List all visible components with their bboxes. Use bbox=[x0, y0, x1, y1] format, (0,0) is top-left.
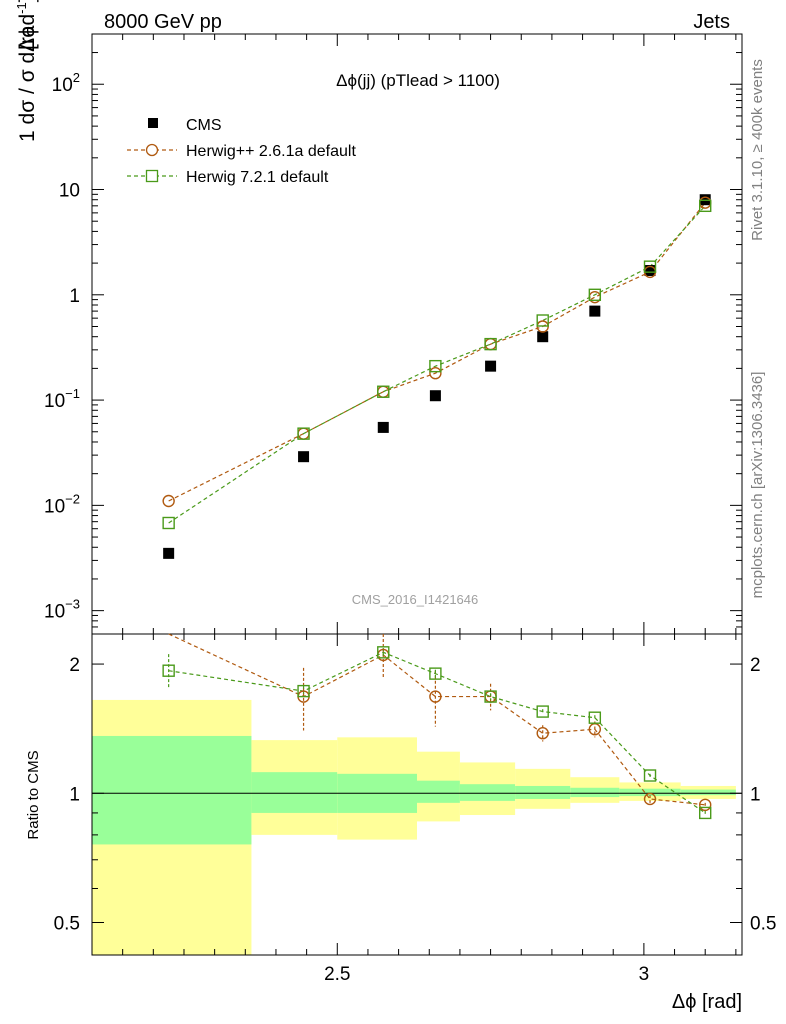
legend-herwigpp-label: Herwig++ 2.6.1a default bbox=[186, 143, 356, 160]
chart-title: Δϕ(jj) (pTlead > 1100) bbox=[336, 71, 500, 90]
ratio-y-tick-label-right: 2 bbox=[750, 655, 761, 676]
main-y-tick-label: 10−3 bbox=[44, 597, 80, 623]
main-point-s1-4 bbox=[484, 337, 497, 351]
tick-exponent: −3 bbox=[65, 597, 80, 612]
main-point-s2-8 bbox=[699, 199, 712, 213]
main-point-s0-7 bbox=[644, 265, 656, 277]
tick-base: 1 bbox=[69, 286, 80, 307]
main-y-tick-label: 10 bbox=[59, 181, 80, 202]
main-point-s2-6 bbox=[588, 288, 602, 301]
main-y-tick-label: 1 bbox=[69, 286, 80, 307]
analysis-watermark: CMS_2016_I1421646 bbox=[352, 592, 479, 607]
legend-herwigpp-marker bbox=[145, 143, 159, 157]
main-point-s2-7 bbox=[643, 260, 657, 273]
main-point-s2-0 bbox=[162, 516, 175, 530]
ratio-y-tick-label-left: 1 bbox=[69, 784, 80, 805]
tick-exponent: −1 bbox=[65, 386, 80, 401]
band-green-5 bbox=[515, 785, 571, 799]
main-point-s1-0 bbox=[162, 494, 175, 508]
main-point-s2-1 bbox=[297, 427, 310, 440]
ratio-y-tick-label-left: 2 bbox=[69, 655, 80, 676]
band-green-4 bbox=[459, 784, 516, 801]
band-green-1 bbox=[251, 772, 338, 813]
series-markers bbox=[162, 194, 712, 820]
tick-exponent: −2 bbox=[65, 491, 80, 506]
main-y-tick-label: 10−1 bbox=[44, 386, 80, 412]
band-green-7 bbox=[619, 788, 681, 797]
main-point-s1-1 bbox=[297, 427, 310, 440]
main-point-s0-5 bbox=[537, 331, 549, 343]
rivet-version-label: Rivet 3.1.10, ≥ 400k events bbox=[749, 59, 766, 241]
x-tick-label: 3 bbox=[639, 964, 650, 985]
ratio-point-s0-8 bbox=[699, 798, 712, 812]
main-series-line-1 bbox=[168, 202, 706, 502]
y-axis-label-fraction: 1 dσ / σ dΔϕ bbox=[16, 26, 39, 142]
ratio-y-tick-label-right: 1 bbox=[750, 784, 761, 805]
source-label: mcplots.cern.ch [arXiv:1306.3436] bbox=[749, 372, 766, 599]
band-green-8 bbox=[680, 789, 736, 796]
ratio-point-s0-6 bbox=[588, 723, 602, 736]
main-point-s2-4 bbox=[484, 337, 497, 351]
main-point-s1-3 bbox=[429, 367, 442, 380]
ratio-point-s1-2 bbox=[377, 646, 390, 659]
y-axis-label-unit: [rad-1] bbox=[14, 0, 39, 50]
legend-cms-marker bbox=[148, 118, 158, 128]
main-point-s0-6 bbox=[589, 305, 601, 317]
header-right: Jets bbox=[693, 11, 730, 33]
ratio-point-s1-0 bbox=[162, 664, 175, 677]
main-point-s2-3 bbox=[429, 359, 442, 373]
ratio-plot-frame bbox=[91, 633, 743, 956]
main-series-line-2 bbox=[168, 205, 706, 524]
main-point-s0-1 bbox=[298, 451, 310, 463]
main-point-s0-2 bbox=[377, 421, 389, 433]
main-point-s2-5 bbox=[536, 314, 549, 327]
tick-base: 10 bbox=[44, 391, 65, 412]
ratio-point-s0-4 bbox=[484, 690, 497, 703]
ratio-point-s1-5 bbox=[536, 705, 549, 718]
main-y-axis-label: 1 dσ / σ dΔϕ [rad-1] bbox=[14, 0, 39, 142]
tick-base: 10 bbox=[44, 602, 65, 623]
ratio-point-s1-7 bbox=[643, 769, 657, 782]
band-green-6 bbox=[570, 787, 620, 798]
ratio-point-s0-5 bbox=[536, 727, 549, 740]
legend-cms-label: CMS bbox=[186, 117, 222, 134]
band-green-0 bbox=[92, 735, 252, 845]
ratio-point-s1-6 bbox=[588, 711, 602, 724]
ratio-y-tick-label-right: 0.5 bbox=[750, 913, 776, 934]
main-point-s2-2 bbox=[377, 385, 390, 398]
header-left: 8000 GeV pp bbox=[104, 11, 222, 33]
main-point-s1-2 bbox=[377, 385, 390, 398]
ratio-y-axis-label: Ratio to CMS bbox=[25, 750, 42, 839]
main-y-tick-label: 10−2 bbox=[44, 491, 80, 517]
tick-exponent: 2 bbox=[73, 70, 80, 85]
main-point-s0-4 bbox=[485, 360, 497, 372]
ratio-point-s0-2 bbox=[377, 648, 390, 662]
tick-base: 10 bbox=[44, 496, 65, 517]
band-green-3 bbox=[417, 780, 460, 803]
tick-base: 10 bbox=[52, 75, 73, 96]
ratio-y-tick-label-left: 0.5 bbox=[54, 913, 80, 934]
ratio-point-s1-3 bbox=[429, 667, 442, 680]
main-point-s1-8 bbox=[699, 196, 712, 209]
legend: CMS Herwig++ 2.6.1a default Herwig 7.2.1… bbox=[127, 117, 356, 186]
ratio-point-s1-8 bbox=[699, 806, 712, 820]
ratio-point-s0-7 bbox=[643, 792, 657, 806]
ratio-uncertainty-bands bbox=[92, 699, 736, 955]
legend-herwig7-label: Herwig 7.2.1 default bbox=[186, 169, 329, 186]
series-lines bbox=[168, 202, 706, 816]
ratio-point-s1-4 bbox=[484, 690, 497, 703]
ratio-point-s0-3 bbox=[429, 690, 442, 703]
main-point-s0-3 bbox=[429, 390, 441, 402]
x-tick-label: 2.5 bbox=[324, 964, 350, 985]
x-axis-label: Δϕ [rad] bbox=[672, 991, 742, 1013]
main-point-s0-0 bbox=[163, 547, 175, 559]
ratio-point-s1-1 bbox=[297, 684, 310, 698]
tick-base: 10 bbox=[59, 181, 80, 202]
main-y-tick-label: 102 bbox=[52, 70, 80, 96]
legend-herwig7-marker bbox=[145, 169, 159, 183]
